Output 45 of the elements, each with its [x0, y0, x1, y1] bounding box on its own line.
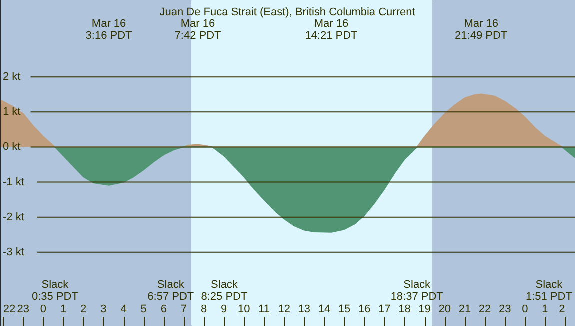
x-tick-label: 19: [418, 304, 431, 316]
x-tick-label: 9: [221, 304, 228, 316]
x-tick-label: 10: [238, 304, 250, 316]
x-tick-label: 17: [378, 304, 391, 316]
y-tick-label: 1 kt: [3, 106, 21, 118]
x-tick-label: 16: [358, 304, 371, 316]
annotation: Slack 8:25 PDT: [201, 279, 248, 303]
x-tick-label: 22: [3, 304, 16, 316]
x-tick-label: 15: [338, 304, 351, 316]
x-tick-label: 0: [40, 304, 47, 316]
x-tick-label: 2: [80, 304, 87, 316]
x-tick-label: 13: [298, 304, 311, 316]
x-tick-label: 14: [318, 304, 331, 316]
y-tick-label: 0 kt: [3, 141, 21, 154]
annotation: Mar 16 3:16 PDT: [86, 18, 133, 42]
annotation: Slack 18:37 PDT: [390, 279, 444, 303]
annotation: Mar 16 21:49 PDT: [455, 18, 508, 42]
x-tick-label: 20: [438, 304, 452, 316]
x-tick-label: 4: [120, 304, 127, 316]
text: Juan De Fuca Strait (East), British Columbia Current: [160, 6, 416, 18]
y-tick-label: -1 kt: [3, 176, 24, 188]
x-tick-label: 7: [180, 304, 188, 316]
y-tick-label: -2 kt: [3, 211, 24, 224]
x-tick-label: 1: [542, 304, 548, 316]
annotation: Slack 0:35 PDT: [32, 279, 79, 303]
x-tick-label: 8: [200, 304, 208, 316]
x-tick-label: 12: [278, 304, 290, 316]
y-tick-label: -3 kt: [3, 246, 24, 258]
x-tick-label: 1: [60, 304, 67, 316]
x-tick-label: 21: [458, 304, 472, 316]
x-tick-label: 11: [258, 304, 270, 316]
annotation: Mar 16 14:21 PDT: [305, 18, 358, 42]
x-tick-label: 22: [478, 304, 492, 316]
x-tick-label: 23: [17, 304, 30, 316]
x-tick-label: 6: [160, 304, 167, 316]
annotation: Mar 16 7:42 PDT: [174, 18, 222, 42]
x-tick-label: 3: [100, 304, 107, 316]
annotation: Slack 6:57 PDT: [148, 279, 194, 303]
x-tick-label: 2: [559, 304, 566, 316]
x-tick-label: 5: [140, 304, 147, 316]
x-tick-label: 18: [398, 304, 411, 316]
x-tick-label: 23: [498, 304, 512, 316]
annotation: Slack 1:51 PDT: [526, 279, 573, 303]
x-tick-label: 0: [522, 304, 528, 316]
y-tick-label: 2 kt: [3, 71, 21, 84]
